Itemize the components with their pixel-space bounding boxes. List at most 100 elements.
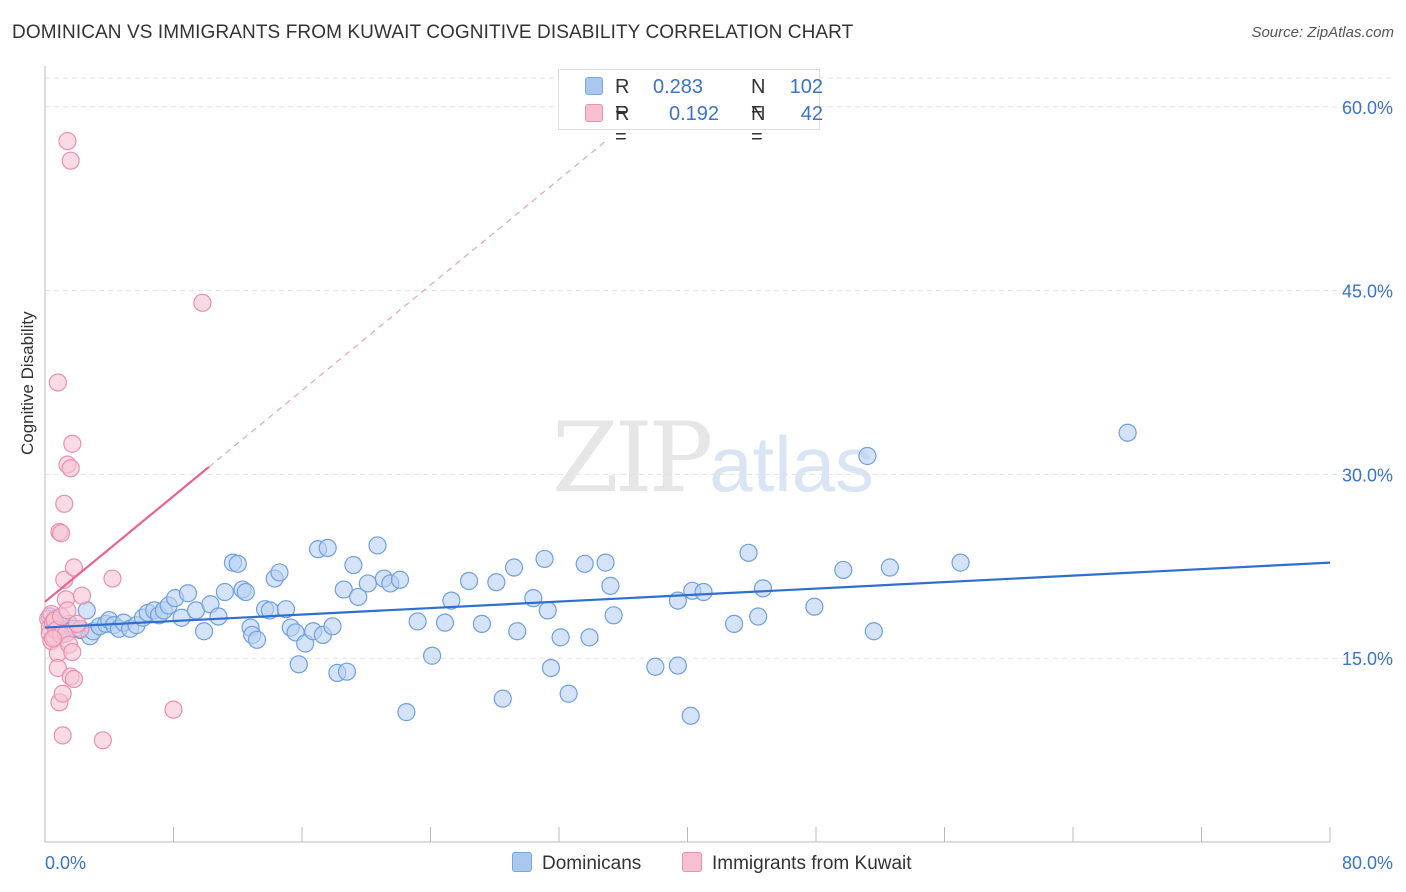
kuwait-point bbox=[43, 629, 63, 648]
dominican-point bbox=[694, 582, 713, 602]
kuwait-trend-line bbox=[44, 466, 210, 603]
kuwait-point bbox=[58, 131, 77, 151]
chart-title: DOMINICAN VS IMMIGRANTS FROM KUWAIT COGN… bbox=[12, 22, 854, 43]
x-tick-label: 80.0% bbox=[1342, 853, 1393, 873]
y-tick-label: 45.0% bbox=[1342, 282, 1393, 302]
kuwait-point bbox=[193, 293, 212, 312]
dominican-point bbox=[344, 555, 363, 575]
kuwait-point bbox=[63, 434, 82, 453]
dominican-point bbox=[178, 584, 198, 603]
dominican-point bbox=[289, 655, 308, 674]
kuwait-point bbox=[64, 558, 84, 577]
dominican-point bbox=[435, 613, 455, 632]
dominican-point bbox=[459, 571, 479, 591]
r-label: R = bbox=[615, 76, 630, 121]
dominican-point bbox=[724, 614, 744, 633]
dominican-point bbox=[358, 574, 377, 593]
dominican-point bbox=[472, 614, 491, 633]
dominican-point bbox=[270, 563, 289, 582]
kuwait-point bbox=[53, 684, 72, 703]
legend-label-kuwait: Immigrants from Kuwait bbox=[712, 853, 912, 874]
dominican-point bbox=[681, 706, 700, 725]
dominican-point bbox=[596, 553, 615, 572]
dominican-point bbox=[834, 560, 853, 580]
watermark-zip: ZIP bbox=[552, 402, 713, 514]
series-legend-dominicans: Dominicans bbox=[512, 852, 641, 875]
dominican-point bbox=[541, 658, 561, 678]
dominican-point bbox=[864, 622, 883, 641]
dominican-point bbox=[276, 600, 296, 619]
dominican-point bbox=[368, 536, 387, 555]
y-axis-label: Cognitive Disability bbox=[18, 311, 37, 455]
dominican-point bbox=[247, 630, 267, 649]
dominican-point bbox=[228, 554, 247, 573]
dominican-point bbox=[551, 628, 570, 647]
dominican-point bbox=[580, 628, 599, 647]
dominican-point bbox=[880, 558, 899, 577]
n-value: 42 bbox=[800, 103, 823, 125]
kuwait-point bbox=[51, 524, 71, 543]
y-tick-label: 15.0% bbox=[1342, 649, 1393, 669]
kuwait-point bbox=[53, 726, 72, 745]
dominican-point bbox=[1118, 423, 1137, 442]
dominican-point bbox=[172, 608, 191, 627]
watermark: ZIPatlas bbox=[552, 402, 874, 514]
kuwait-point bbox=[61, 459, 80, 478]
r-value: 0.283 bbox=[653, 76, 704, 98]
dominican-point bbox=[575, 554, 594, 573]
y-tick-label: 60.0% bbox=[1342, 98, 1393, 118]
dominican-point bbox=[493, 689, 512, 708]
dominican-point bbox=[805, 597, 824, 616]
kuwait-point bbox=[164, 700, 183, 719]
dominican-point bbox=[538, 601, 557, 620]
dominican-point bbox=[646, 657, 665, 676]
dominican-point bbox=[739, 543, 758, 562]
dominican-point bbox=[604, 606, 623, 625]
n-label: N = bbox=[751, 103, 766, 148]
r-label: R = bbox=[615, 103, 630, 148]
kuwait-point bbox=[72, 586, 92, 605]
kuwait-trend-extension bbox=[208, 139, 608, 468]
dominican-point bbox=[408, 612, 427, 631]
legend-swatch-kuwait bbox=[585, 104, 603, 122]
watermark-atlas: atlas bbox=[709, 420, 874, 508]
kuwait-point bbox=[48, 658, 67, 678]
legend-swatch-dominicans bbox=[512, 852, 532, 872]
dominican-point bbox=[508, 622, 527, 641]
correlation-legend: R = 0.283 N = 102 R = 0.192 N = 42 bbox=[558, 69, 823, 148]
n-value: 102 bbox=[789, 76, 823, 98]
n-label: N = bbox=[751, 76, 766, 121]
kuwait-point bbox=[61, 151, 80, 170]
dominican-point bbox=[334, 580, 353, 599]
series-legend-kuwait: Immigrants from Kuwait bbox=[682, 852, 912, 875]
y-tick-label: 30.0% bbox=[1342, 465, 1393, 485]
kuwait-point bbox=[55, 494, 74, 513]
dominicans-trend-line bbox=[44, 561, 1331, 629]
dominican-point bbox=[504, 558, 524, 577]
dominican-point bbox=[397, 703, 416, 722]
dominican-point bbox=[858, 446, 877, 466]
kuwait-point bbox=[64, 669, 84, 689]
legend-label-dominicans: Dominicans bbox=[542, 853, 642, 874]
dominican-point bbox=[337, 662, 357, 681]
dominican-point bbox=[349, 587, 368, 607]
kuwait-point bbox=[103, 569, 122, 588]
dominican-point bbox=[749, 607, 768, 626]
dominican-point bbox=[601, 576, 620, 595]
kuwait-point bbox=[93, 731, 112, 750]
dominican-point bbox=[668, 656, 687, 675]
dominican-point bbox=[559, 684, 578, 703]
dominican-point bbox=[215, 582, 234, 602]
dominican-point bbox=[535, 549, 554, 569]
dominican-point bbox=[423, 646, 442, 665]
dominican-point bbox=[487, 573, 506, 592]
kuwait-point bbox=[48, 373, 67, 392]
legend-swatch-kuwait bbox=[682, 852, 702, 872]
kuwait-point bbox=[63, 642, 82, 662]
dominican-point bbox=[236, 582, 255, 602]
kuwait-point bbox=[68, 614, 87, 633]
dominican-point bbox=[390, 570, 410, 589]
kuwait-point bbox=[58, 601, 77, 620]
dominican-point bbox=[318, 538, 337, 558]
